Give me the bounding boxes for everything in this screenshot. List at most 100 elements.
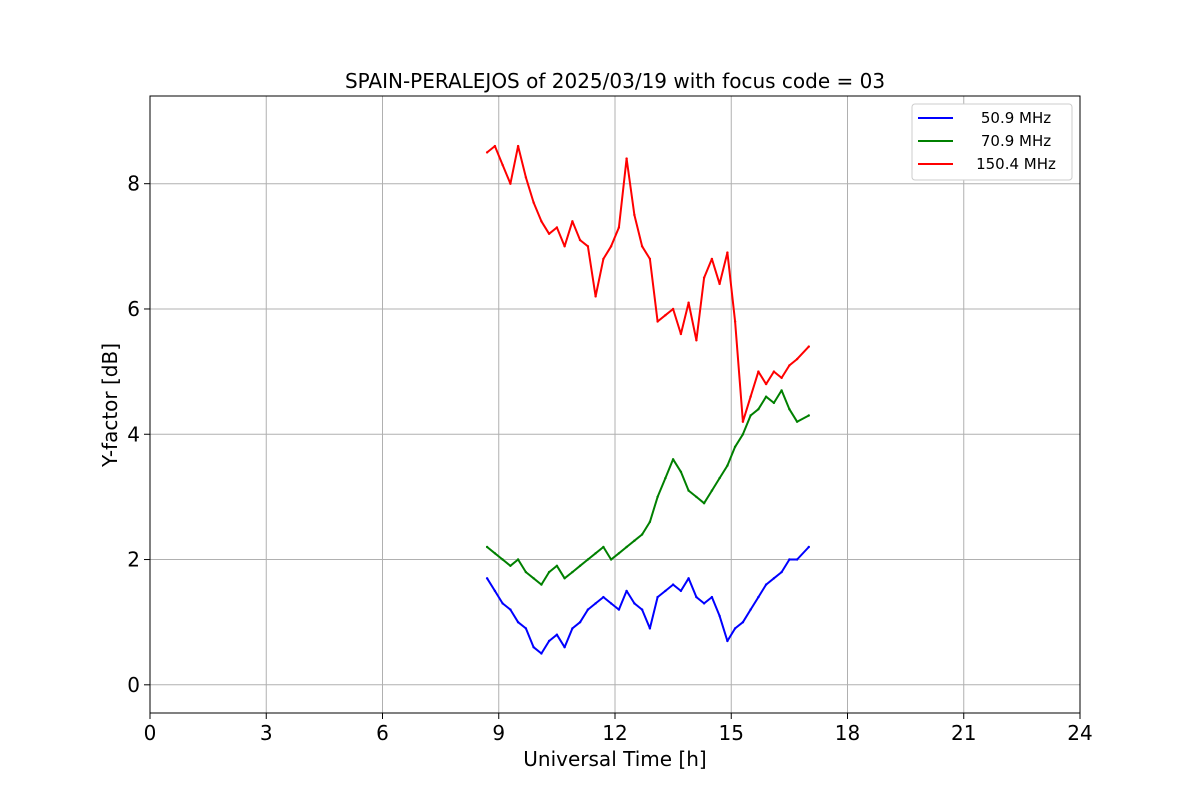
data-point-70-9-mhz [594,552,597,555]
data-point-50-9-mhz [664,589,667,593]
data-point-50-9-mhz [695,595,698,599]
series-line-150-4-mhz [486,145,810,423]
data-point-50-9-mhz [733,627,737,630]
y-tick-label: 2 [127,548,140,572]
data-point-70-9-mhz [563,577,566,580]
legend-label-150-4-mhz: 150.4 MHz [976,155,1056,173]
data-point-150-4-mhz [532,201,535,204]
data-point-150-4-mhz [788,364,791,367]
data-point-70-9-mhz [516,558,520,561]
data-point-70-9-mhz [524,570,528,574]
data-point-150-4-mhz [764,382,768,386]
data-point-70-9-mhz [772,401,776,405]
data-point-70-9-mhz [532,577,535,580]
data-point-70-9-mhz [656,495,659,499]
data-point-50-9-mhz [617,608,621,611]
x-tick-label: 24 [1067,721,1092,745]
data-point-70-9-mhz [493,552,497,555]
data-point-150-4-mhz [509,182,512,185]
data-point-150-4-mhz [710,257,714,261]
data-point-50-9-mhz [656,595,659,599]
data-point-150-4-mhz [695,339,698,342]
data-point-70-9-mhz [788,408,791,411]
data-point-50-9-mhz [532,646,535,649]
data-point-70-9-mhz [485,545,489,549]
data-point-70-9-mhz [726,464,729,467]
data-point-150-4-mhz [501,163,504,167]
data-point-50-9-mhz [749,608,752,611]
data-point-50-9-mhz [780,570,783,574]
legend: 50.9 MHz 70.9 MHz 150.4 MHz [911,103,1073,181]
data-point-150-4-mhz [664,314,667,317]
data-point-150-4-mhz [726,251,729,254]
data-point-70-9-mhz [648,520,652,524]
y-tick-label: 8 [127,172,140,196]
data-point-150-4-mhz [625,157,628,160]
data-point-150-4-mhz [578,238,582,242]
data-point-70-9-mhz [718,476,721,480]
data-point-70-9-mhz [687,489,690,492]
data-point-70-9-mhz [764,395,768,398]
data-point-150-4-mhz [757,370,760,373]
y-tick-label: 6 [127,297,140,321]
data-point-150-4-mhz [594,295,597,298]
data-point-70-9-mhz [702,502,706,505]
data-point-150-4-mhz [516,144,520,148]
data-point-50-9-mhz [609,602,613,605]
series-line-70-9-mhz [486,389,810,586]
data-point-150-4-mhz [563,245,566,248]
x-tick-label: 9 [492,721,505,745]
data-point-150-4-mhz [687,301,690,304]
data-point-50-9-mhz [710,595,714,599]
data-point-150-4-mhz [648,257,652,261]
data-point-70-9-mhz [617,552,621,555]
data-point-50-9-mhz [578,621,582,624]
data-point-150-4-mhz [540,220,543,223]
data-point-70-9-mhz [540,583,543,586]
data-point-70-9-mhz [609,558,613,561]
data-point-150-4-mhz [586,245,590,248]
data-point-70-9-mhz [555,564,559,567]
data-point-150-4-mhz [718,282,721,286]
data-point-70-9-mhz [509,564,512,567]
data-point-150-4-mhz [733,320,737,323]
data-point-50-9-mhz [648,627,652,630]
series-group [485,144,810,655]
y-tick-label: 0 [127,673,140,697]
data-point-50-9-mhz [493,589,497,593]
data-point-50-9-mhz [602,595,605,599]
data-point-150-4-mhz [485,151,489,154]
data-point-50-9-mhz [671,583,675,586]
data-point-70-9-mhz [733,445,737,448]
data-point-50-9-mhz [726,639,729,643]
data-point-70-9-mhz [625,545,628,549]
legend-box [911,103,1073,181]
data-point-150-4-mhz [741,420,745,423]
data-point-150-4-mhz [780,376,783,380]
data-point-70-9-mhz [671,458,675,461]
data-point-50-9-mhz [741,621,745,624]
data-point-150-4-mhz [656,320,659,323]
data-point-150-4-mhz [702,276,706,279]
data-point-50-9-mhz [485,577,489,580]
y-axis-label: Y-factor [dB] [98,343,122,468]
data-point-150-4-mhz [749,395,752,398]
data-point-70-9-mhz [501,558,504,561]
data-point-70-9-mhz [633,539,636,542]
data-point-150-4-mhz [679,332,683,336]
data-point-150-4-mhz [640,245,644,248]
data-point-150-4-mhz [671,307,675,311]
data-point-70-9-mhz [664,476,667,480]
data-point-50-9-mhz [772,577,776,580]
data-point-50-9-mhz [509,608,512,611]
x-tick-label: 21 [951,721,976,745]
data-point-70-9-mhz [571,570,574,574]
data-point-70-9-mhz [807,414,810,417]
data-point-50-9-mhz [633,602,636,605]
data-point-150-4-mhz [807,345,810,348]
x-tick-label: 0 [144,721,157,745]
data-point-150-4-mhz [633,213,636,217]
data-point-50-9-mhz [516,621,520,624]
data-point-70-9-mhz [795,420,799,423]
